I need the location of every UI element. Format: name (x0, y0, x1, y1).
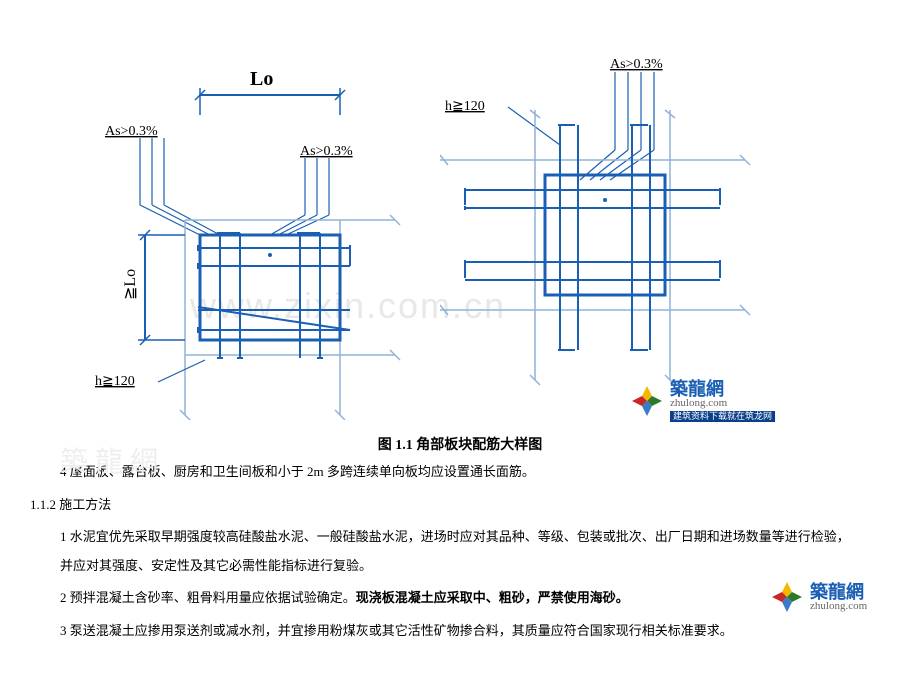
zhulong-logo-1: 築龍網 zhulong.com 建筑资料下载就在筑龙网 (630, 380, 775, 422)
label-h-left: h≧120 (95, 374, 135, 389)
right-diagram: As>0.3% h≧120 (440, 40, 780, 400)
logo-en: zhulong.com (810, 601, 867, 612)
zhulong-logo-2: 築龍網 zhulong.com (770, 580, 867, 614)
label-h-right-diag: h≧120 (445, 99, 485, 114)
label-as-right-diag: As>0.3% (610, 57, 663, 72)
figure-caption: 图 1.1 角部板块配筋大样图 (0, 434, 920, 454)
para-4: 4 屋面板、露台板、厨房和卫生间板和小于 2m 多跨连续单向板均应设置通长面筋。 (60, 458, 860, 487)
logo-sub: 建筑资料下载就在筑龙网 (670, 411, 775, 422)
para-2a: 2 预拌混凝土含砂率、粗骨料用量应依据试验确定。 (60, 590, 356, 605)
para-2: 2 预拌混凝土含砂率、粗骨料用量应依据试验确定。现浇板混凝土应采取中、粗砂，严禁… (60, 584, 860, 613)
zhulong-icon (770, 580, 804, 614)
left-diagram: Lo As>0.3% As>0.3% (90, 60, 410, 420)
diagram-area: www.zixin.com.cn 築 龍 網 Lo As>0.3% As>0.3… (0, 0, 920, 430)
logo-cn: 築龍網 (810, 583, 867, 601)
zhulong-icon (630, 384, 664, 418)
label-ge-lo: ≧Lo (122, 269, 139, 300)
label-lo: Lo (250, 68, 273, 90)
section-112: 1.1.2 施工方法 (30, 491, 860, 520)
para-3: 3 泵送混凝土应掺用泵送剂或减水剂，并宜掺用粉煤灰或其它活性矿物掺合料，其质量应… (60, 617, 860, 646)
logo-en: zhulong.com (670, 398, 775, 409)
logo-cn: 築龍網 (670, 380, 775, 398)
label-as-right: As>0.3% (300, 144, 353, 159)
para-2b-bold: 现浇板混凝土应采取中、粗砂，严禁使用海砂。 (356, 590, 629, 605)
para-1: 1 水泥宜优先采取早期强度较高硅酸盐水泥、一般硅酸盐水泥，进场时应对其品种、等级… (60, 523, 860, 580)
label-as-left: As>0.3% (105, 124, 158, 139)
body-text: 4 屋面板、露台板、厨房和卫生间板和小于 2m 多跨连续单向板均应设置通长面筋。… (0, 458, 920, 646)
